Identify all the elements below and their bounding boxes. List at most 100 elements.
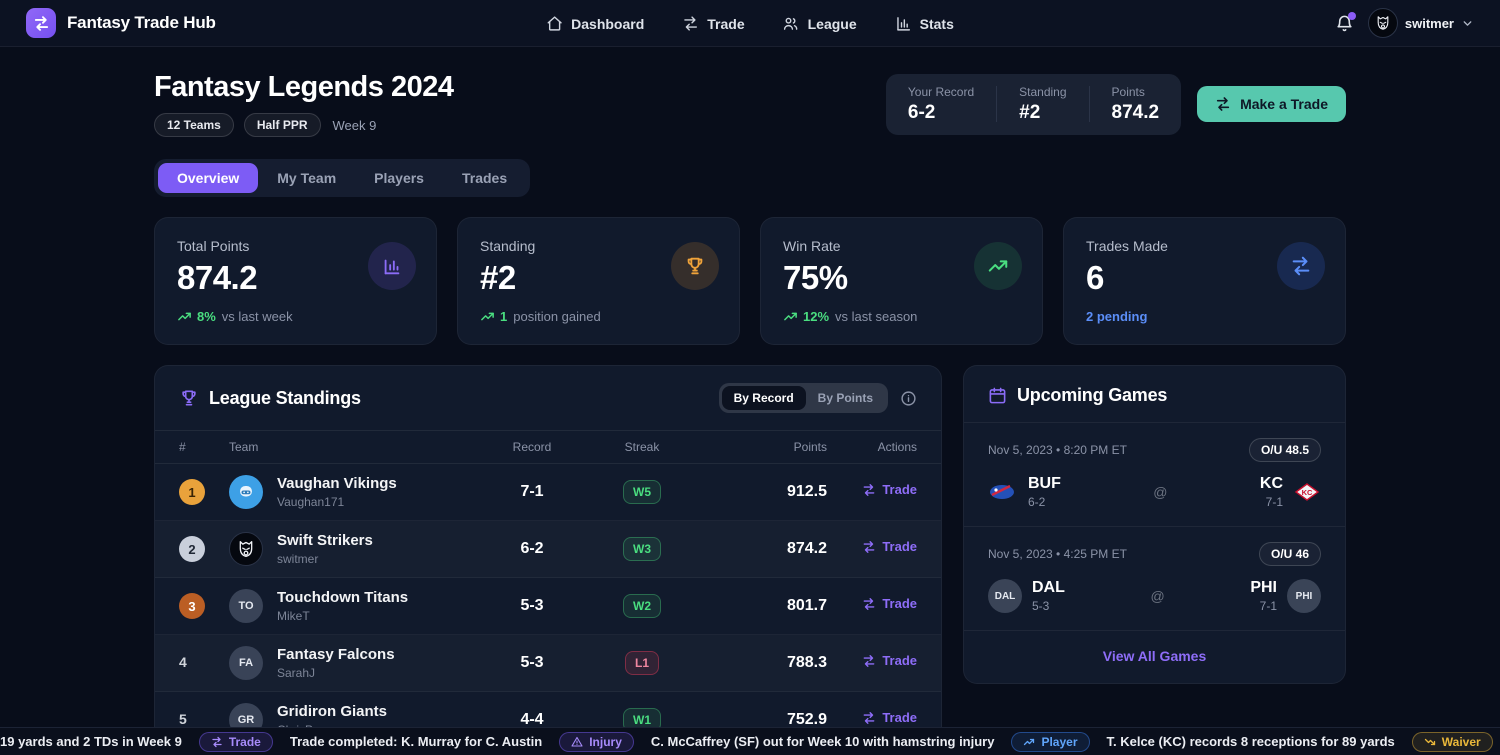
rank-badge: 3 [179, 593, 205, 619]
streak-badge: L1 [624, 651, 659, 675]
stat-card-trades-made: Trades Made 6 2 pending [1063, 217, 1346, 345]
swap-icon [1277, 242, 1325, 290]
mini-stat-label: Points [1111, 84, 1145, 99]
at-separator: @ [1153, 484, 1168, 500]
ticker-badge-label: Waiver [1441, 734, 1481, 749]
swap-icon [211, 736, 223, 748]
ticker-badge-injury: Injury [559, 731, 634, 752]
table-row[interactable]: 2 Swift Strikers switmer 6-2 W3 874.2 Tr… [155, 521, 941, 578]
col-team: Team [229, 440, 259, 454]
trade-action-link[interactable]: Trade [862, 596, 917, 611]
bar-chart-icon [895, 15, 912, 32]
table-row[interactable]: 1 Vaughan Vikings Vaughan171 7-1 W5 912.… [155, 464, 941, 521]
username: switmer [1404, 15, 1454, 31]
swap-icon [1215, 96, 1231, 112]
home-team-abbr: PHI [1250, 579, 1277, 596]
home-team-record: 7-1 [1259, 599, 1277, 613]
week-label: Week 9 [332, 117, 377, 133]
toggle-by-points[interactable]: By Points [817, 391, 873, 405]
away-team-abbr: DAL [1032, 579, 1065, 596]
bar-chart-icon [368, 242, 416, 290]
nav-label: League [807, 15, 857, 32]
nav-item-dashboard[interactable]: Dashboard [546, 15, 644, 32]
trade-action-link[interactable]: Trade [862, 710, 917, 725]
tab-players[interactable]: Players [374, 170, 424, 186]
at-separator: @ [1150, 588, 1165, 604]
cowboys-logo: DAL [988, 579, 1022, 613]
chevron-down-icon [1461, 17, 1474, 30]
points-value: 912.5 [786, 483, 827, 500]
record-value: 4-4 [520, 711, 544, 728]
trend-up-icon [177, 309, 192, 324]
team-name: Fantasy Falcons [277, 646, 395, 663]
view-tabs: Overview My Team Players Trades [154, 159, 531, 197]
page-header: Fantasy Legends 2024 12 Teams Half PPR W… [154, 71, 1346, 137]
game-item[interactable]: Nov 5, 2023 • 8:20 PM ET O/U 48.5 BUF 6-… [964, 422, 1345, 526]
table-row[interactable]: 4 FA Fantasy Falcons SarahJ 5-3 L1 788.3… [155, 635, 941, 692]
user-menu[interactable]: switmer [1367, 8, 1474, 38]
nav-label: Dashboard [571, 15, 645, 32]
team-name: Vaughan Vikings [277, 475, 397, 492]
warning-icon [571, 736, 583, 748]
upcoming-games-panel: Upcoming Games Nov 5, 2023 • 8:20 PM ET … [963, 365, 1346, 684]
tab-my-team[interactable]: My Team [277, 170, 337, 186]
league-standings-panel: League Standings By Record By Points # T… [154, 365, 942, 750]
tab-trades[interactable]: Trades [461, 170, 508, 186]
team-name: Gridiron Giants [277, 703, 388, 720]
stat-value: 874.2 [177, 259, 258, 296]
over-under-badge: O/U 46 [1258, 542, 1321, 566]
stat-label: Standing [480, 238, 536, 254]
mini-stat-value: 874.2 [1111, 101, 1160, 123]
tab-overview[interactable]: Overview [158, 163, 259, 193]
nav-item-league[interactable]: League [783, 15, 857, 32]
ticker-text: Trade completed: K. Murray for C. Austin [289, 734, 543, 749]
trade-action-link[interactable]: Trade [862, 539, 917, 554]
eagles-logo: PHI [1287, 579, 1321, 613]
ticker-badge-label: Player [1041, 734, 1078, 749]
panel-title: League Standings [209, 387, 361, 408]
make-a-trade-button[interactable]: Make a Trade [1197, 86, 1346, 122]
trend-up-icon [783, 309, 798, 324]
rank-number: 5 [179, 711, 187, 727]
ticker-badge-trade: Trade [198, 731, 273, 752]
mini-stat-label: Standing [1019, 84, 1067, 99]
toggle-by-record[interactable]: By Record [721, 386, 806, 410]
news-ticker[interactable]: 19 yards and 2 TDs in Week 9 Trade Trade… [0, 727, 1500, 755]
stat-card-standing: Standing #2 1 position gained [457, 217, 740, 345]
ticker-text: 19 yards and 2 TDs in Week 9 [0, 734, 182, 749]
info-icon[interactable] [900, 390, 917, 407]
stat-card-win-rate: Win Rate 75% 12% vs last season [760, 217, 1043, 345]
svg-text:KC: KC [1302, 488, 1313, 497]
record-value: 6-2 [520, 540, 544, 557]
ticker-badge-player: Player [1011, 731, 1090, 752]
trending-up-icon [974, 242, 1022, 290]
users-icon [783, 15, 800, 32]
bills-logo [988, 481, 1018, 503]
team-name: Swift Strikers [277, 532, 373, 549]
view-all-games-link[interactable]: View All Games [964, 630, 1345, 683]
game-item[interactable]: Nov 5, 2023 • 4:25 PM ET O/U 46 DAL DAL … [964, 526, 1345, 630]
panel-title: Upcoming Games [1017, 385, 1168, 405]
col-streak: Streak [624, 440, 660, 454]
mini-stat-standing: Standing #2 [1019, 85, 1066, 124]
team-owner: SarahJ [277, 666, 316, 680]
pending-trades[interactable]: 2 pending [1086, 309, 1148, 324]
stat-label: Trades Made [1086, 238, 1168, 254]
ticker-text: T. Kelce (KC) records 8 receptions for 8… [1106, 734, 1395, 749]
rank-badge: 1 [179, 479, 205, 505]
ticker-text: C. McCaffrey (SF) out for Week 10 with h… [650, 734, 995, 749]
trophy-icon [671, 242, 719, 290]
col-record: Record [512, 440, 552, 454]
ticker-badge-label: Injury [589, 734, 622, 749]
team-avatar [229, 475, 263, 509]
trade-action-link[interactable]: Trade [862, 653, 917, 668]
ticker-badge-waiver: Waiver [1411, 731, 1493, 752]
nav-item-trade[interactable]: Trade [682, 15, 745, 32]
notifications-bell-icon[interactable] [1335, 11, 1356, 33]
stat-card-total-points: Total Points 874.2 8% vs last week [154, 217, 437, 345]
table-row[interactable]: 3 TO Touchdown Titans MikeT 5-3 W2 801.7… [155, 578, 941, 635]
brand[interactable]: Fantasy Trade Hub [26, 8, 216, 38]
page-title: Fantasy Legends 2024 [154, 71, 454, 103]
trade-action-link[interactable]: Trade [862, 482, 917, 497]
nav-item-stats[interactable]: Stats [895, 15, 954, 32]
